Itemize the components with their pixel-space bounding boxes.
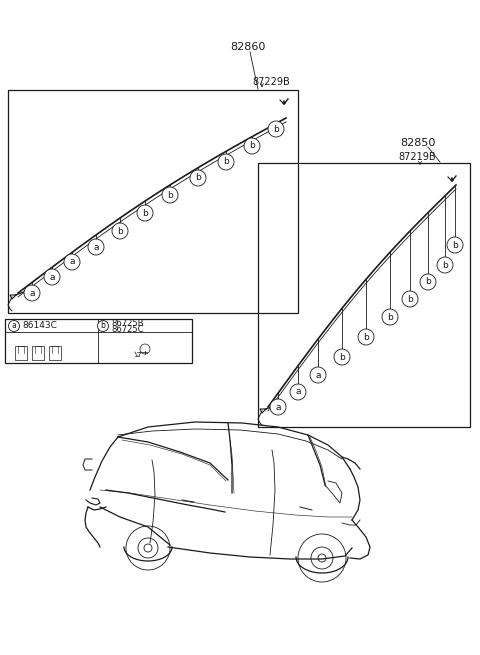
Circle shape xyxy=(244,138,260,154)
Text: b: b xyxy=(249,141,255,151)
Text: a: a xyxy=(315,371,321,379)
Circle shape xyxy=(162,187,178,203)
Text: 86725C: 86725C xyxy=(111,324,144,333)
Text: b: b xyxy=(442,261,448,269)
Circle shape xyxy=(190,170,206,186)
Text: b: b xyxy=(117,227,123,236)
Circle shape xyxy=(9,320,20,331)
Circle shape xyxy=(268,121,284,137)
Text: 86725B: 86725B xyxy=(111,320,144,329)
Text: 82860: 82860 xyxy=(230,42,266,52)
Text: a: a xyxy=(295,388,301,396)
Text: b: b xyxy=(387,312,393,322)
Circle shape xyxy=(310,367,326,383)
Text: b: b xyxy=(273,124,279,134)
Text: b: b xyxy=(223,157,229,166)
Text: b: b xyxy=(407,295,413,303)
Circle shape xyxy=(437,257,453,273)
Circle shape xyxy=(420,274,436,290)
Text: b: b xyxy=(363,333,369,341)
Circle shape xyxy=(44,269,60,285)
Circle shape xyxy=(24,285,40,301)
Circle shape xyxy=(382,309,398,325)
Text: a: a xyxy=(275,403,281,411)
Text: a: a xyxy=(49,272,55,282)
Circle shape xyxy=(402,291,418,307)
Circle shape xyxy=(447,237,463,253)
Bar xyxy=(32,346,44,360)
Circle shape xyxy=(137,205,153,221)
Text: b: b xyxy=(195,174,201,183)
Text: a: a xyxy=(29,288,35,297)
Text: b: b xyxy=(142,208,148,217)
Text: a: a xyxy=(12,322,16,331)
Circle shape xyxy=(270,399,286,415)
Circle shape xyxy=(290,384,306,400)
Text: b: b xyxy=(425,278,431,286)
Bar xyxy=(49,346,61,360)
Bar xyxy=(15,346,27,360)
Text: 87219B: 87219B xyxy=(398,152,436,162)
Circle shape xyxy=(112,223,128,239)
Text: a: a xyxy=(69,257,75,267)
Text: a: a xyxy=(93,242,99,252)
Circle shape xyxy=(334,349,350,365)
Text: 82850: 82850 xyxy=(400,138,436,148)
Text: b: b xyxy=(101,322,106,331)
Text: b: b xyxy=(339,352,345,362)
Text: 86143C: 86143C xyxy=(22,322,57,331)
Circle shape xyxy=(97,320,108,331)
Text: 87229B: 87229B xyxy=(252,77,290,87)
Text: b: b xyxy=(452,240,458,250)
Circle shape xyxy=(64,254,80,270)
Circle shape xyxy=(358,329,374,345)
Circle shape xyxy=(218,154,234,170)
Circle shape xyxy=(88,239,104,255)
Text: b: b xyxy=(167,191,173,200)
